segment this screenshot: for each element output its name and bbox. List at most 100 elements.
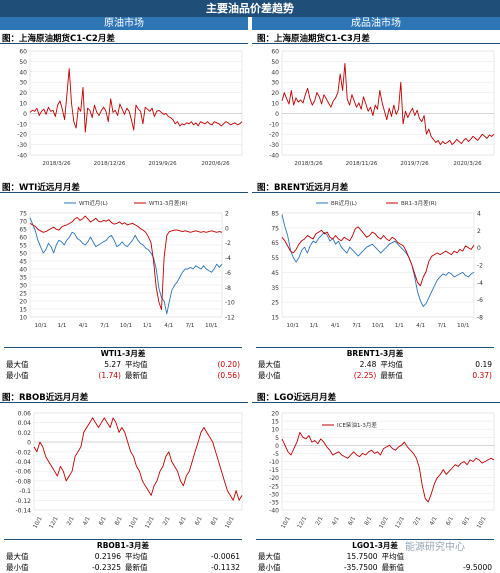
y-tick-label: -0.12 bbox=[15, 498, 31, 505]
stats-value: 15.7500 bbox=[346, 552, 378, 561]
y-tick-label: 60 bbox=[19, 49, 27, 56]
y-tick-label: 15 bbox=[271, 315, 279, 322]
x-tick-label: 1/1 bbox=[395, 323, 404, 329]
y-tick-label: -30 bbox=[269, 142, 279, 149]
stats-label: 最小值 bbox=[6, 563, 29, 572]
y-tick-label: -0.08 bbox=[15, 478, 31, 485]
panel-title-c2: 图：上海原油期货C1-C3月差 bbox=[257, 34, 370, 44]
stats-label: 最新值 bbox=[380, 371, 403, 380]
x-tick-label: 10/1 bbox=[205, 323, 217, 329]
x-tick-label: 10/1 bbox=[224, 516, 235, 530]
y-tick-label: 10 bbox=[271, 101, 279, 108]
panel-title-c1: 图：上海原油期货C1-C2月差 bbox=[2, 34, 115, 44]
x-tick-label: 4/1 bbox=[164, 323, 173, 329]
y-tick-label: 45 bbox=[271, 270, 279, 277]
x-tick-label: 6/1 bbox=[98, 516, 108, 527]
x-tick-label: 10/1 bbox=[128, 516, 139, 530]
stats-value: 2.48 bbox=[359, 360, 377, 369]
x-tick-label: 2/1 bbox=[162, 516, 172, 527]
stats-table-wti: WTI1-3月差 最大值 5.27 平均值 (0.20) 最小值 (1.74) … bbox=[4, 347, 242, 381]
y-tick-label: -5 bbox=[273, 451, 279, 458]
y2-tick-label: -8 bbox=[225, 285, 231, 292]
y2-tick-label: -4 bbox=[225, 255, 231, 262]
y2-tick-label: -6 bbox=[225, 270, 231, 277]
stats-table-lgo: LGO1-3月差 最大值 15.7500 平均值 最小值 -35.7500 最新… bbox=[256, 539, 494, 573]
y-tick-label: 10 bbox=[19, 315, 27, 322]
y2-tick-label: -10 bbox=[225, 300, 235, 307]
panel-divider bbox=[0, 43, 248, 44]
y-tick-label: -35 bbox=[269, 499, 279, 506]
stats-label: 最大值 bbox=[258, 360, 281, 369]
panel-divider bbox=[252, 192, 500, 193]
x-tick-label: 6/1 bbox=[445, 516, 455, 527]
legend-label: BR近月(L) bbox=[331, 199, 357, 207]
y-tick-label: -40 bbox=[17, 153, 27, 160]
stats-title: RBOB1-3月差 bbox=[4, 539, 242, 551]
y-tick-label: 0 bbox=[275, 111, 279, 118]
y-tick-label: 70 bbox=[19, 219, 27, 226]
x-tick-label: 2020/3/26 bbox=[453, 161, 482, 167]
y-tick-label: -40 bbox=[269, 153, 279, 160]
stats-label: 最小值 bbox=[258, 371, 281, 380]
y-tick-label: 45 bbox=[19, 259, 27, 266]
stats-value: 5.27 bbox=[104, 360, 121, 369]
x-tick-label: 7/1 bbox=[352, 323, 361, 329]
y-tick-label: 50 bbox=[19, 251, 27, 258]
x-tick-label: 4/1 bbox=[416, 323, 425, 329]
y-tick-label: 10 bbox=[271, 427, 279, 434]
stats-value: (2.25) bbox=[353, 371, 377, 380]
stats-value: -0.0061 bbox=[211, 552, 240, 561]
y-tick-label: 0.02 bbox=[18, 430, 32, 437]
x-tick-label: 10/1 bbox=[286, 323, 298, 329]
stats-title: BRENT1-3月差 bbox=[256, 347, 494, 359]
y-tick-label: 0.04 bbox=[18, 420, 32, 427]
y-tick-label: -0.1 bbox=[19, 488, 31, 495]
page-title: 主要油品价差趋势 bbox=[0, 0, 500, 17]
series-line-right bbox=[281, 226, 475, 287]
y-tick-label: 20 bbox=[19, 90, 27, 97]
y-tick-label: 20 bbox=[271, 411, 279, 418]
chart-c2: -40 -30 -20 -10 0 10 20 30 40 50 60 2018/3/26 2018/1… bbox=[269, 49, 495, 167]
y-tick-label: 60 bbox=[19, 235, 27, 242]
x-tick-label: 4/1 bbox=[178, 516, 188, 527]
y-tick-label: -25 bbox=[269, 483, 279, 490]
x-tick-label: 6/1 bbox=[347, 516, 357, 527]
stats-value: 0.19 bbox=[475, 360, 492, 369]
y-tick-label: 55 bbox=[271, 255, 279, 262]
chart-c5: -0.14 -0.12 -0.1 -0.08 -0.06 -0.04 -0.02 0 0.02 0… bbox=[15, 411, 243, 530]
legend-label: WTI1-3月差(R) bbox=[149, 199, 188, 207]
x-tick-label: 10/1 bbox=[378, 516, 389, 530]
stats-value: 0.2196 bbox=[94, 552, 121, 561]
stats-value: -35.7500 bbox=[343, 563, 378, 572]
y-tick-label: 10 bbox=[19, 101, 27, 108]
stats-label: 最新值 bbox=[124, 563, 148, 572]
y-tick-label: 35 bbox=[271, 285, 279, 292]
x-tick-label: 2019/7/26 bbox=[400, 161, 429, 167]
x-tick-label: 6/1 bbox=[194, 516, 204, 527]
panel-title-c3: 图：WTI近远月月差 bbox=[2, 183, 80, 193]
stats-label: 平均值 bbox=[380, 360, 403, 369]
y2-tick-label: -4 bbox=[477, 280, 483, 287]
series-line-right bbox=[29, 215, 223, 311]
x-tick-label: 2/1 bbox=[66, 516, 76, 527]
stats-label: 最新值 bbox=[124, 371, 148, 380]
x-tick-label: 2018/11/26 bbox=[346, 161, 378, 167]
y2-tick-label: 2 bbox=[225, 211, 229, 218]
section-crude: 原油市场 bbox=[0, 17, 248, 30]
stats-label: 最新值 bbox=[381, 563, 405, 572]
y-tick-label: 0.06 bbox=[18, 411, 32, 418]
y-tick-label: 40 bbox=[19, 69, 27, 76]
y-tick-label: 15 bbox=[19, 307, 27, 314]
y-tick-label: -30 bbox=[269, 491, 279, 498]
x-tick-label: 10/1 bbox=[34, 323, 46, 329]
x-tick-label: 4/1 bbox=[79, 323, 88, 329]
series-line-left bbox=[29, 217, 223, 315]
panel-divider bbox=[0, 192, 248, 193]
x-tick-label: 10/1 bbox=[457, 323, 469, 329]
x-tick-label: 4/1 bbox=[331, 323, 340, 329]
stats-label: 平均值 bbox=[124, 552, 148, 561]
y-tick-label: 35 bbox=[19, 275, 27, 282]
y-tick-label: -20 bbox=[269, 132, 279, 139]
x-tick-label: 10/1 bbox=[32, 516, 43, 530]
